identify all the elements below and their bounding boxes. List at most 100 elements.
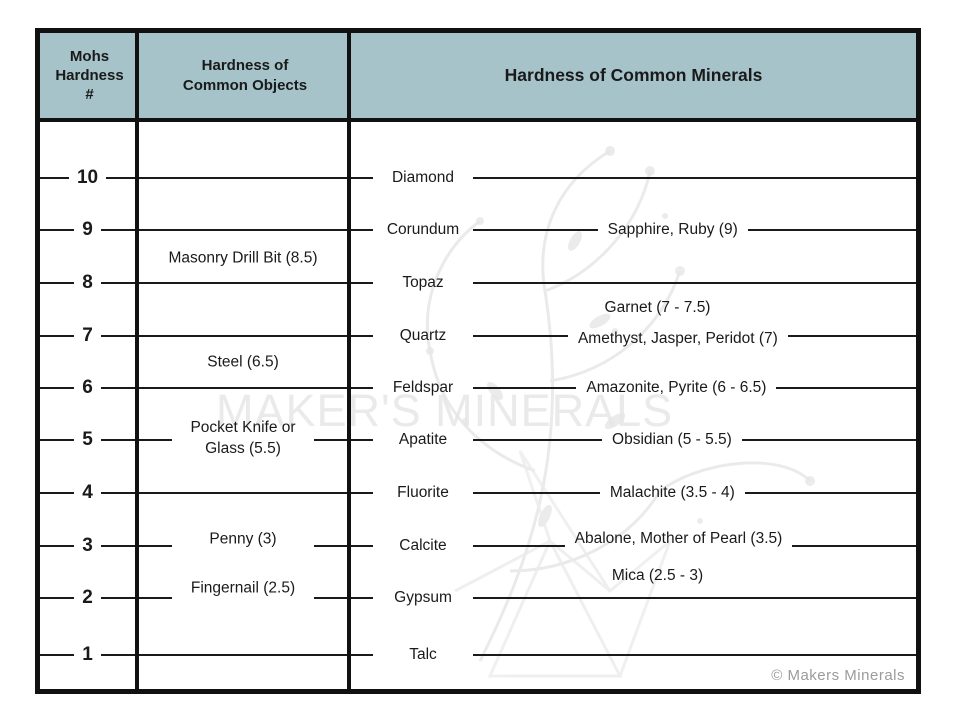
hardness-row-5: 5	[40, 428, 136, 452]
mineral-name: Topaz	[402, 274, 444, 291]
scale-line	[40, 545, 75, 547]
connector-line	[351, 439, 373, 441]
connector-line	[351, 597, 373, 599]
gem-examples: Amazonite, Pyrite (6 - 6.5)	[586, 379, 767, 396]
scale-line	[40, 597, 75, 599]
column-divider-1	[135, 33, 139, 689]
header-common-minerals: Hardness of Common Minerals	[504, 65, 763, 85]
connector-line	[351, 282, 373, 284]
scale-line	[100, 597, 136, 599]
mineral-row-apatite: Apatite Obsidian (5 - 5.5)	[351, 427, 916, 453]
object-label-masonry-drill-bit: Masonry Drill Bit (8.5)	[168, 249, 318, 267]
connector-line	[744, 492, 916, 494]
object-label-steel: Steel (6.5)	[207, 353, 279, 371]
mineral-row-corundum: Corundum Sapphire, Ruby (9)	[351, 217, 916, 243]
hardness-number: 5	[82, 429, 93, 450]
connector-line	[747, 229, 916, 231]
connector-line	[351, 387, 373, 389]
object-level-line-7	[139, 335, 347, 337]
gem-examples: Amethyst, Jasper, Peridot (7)	[577, 330, 778, 347]
scale-line	[100, 492, 136, 494]
hardness-row-1: 1	[40, 643, 136, 667]
connector-line	[473, 439, 603, 441]
connector-line	[473, 597, 916, 599]
scale-line	[40, 439, 75, 441]
mineral-name: Feldspar	[392, 379, 454, 396]
connector-line	[473, 282, 916, 284]
object-level-line-5-left	[139, 439, 172, 441]
mineral-name: Corundum	[386, 221, 460, 238]
scale-line	[100, 387, 136, 389]
mineral-row-topaz: Topaz	[351, 270, 916, 296]
object-level-line-9	[139, 229, 347, 231]
hardness-row-10: 10	[40, 166, 136, 190]
mineral-name: Diamond	[391, 169, 455, 186]
scale-line	[100, 439, 136, 441]
table-header: Mohs Hardness # Hardness of Common Objec…	[40, 33, 916, 122]
scale-line	[40, 335, 75, 337]
scale-line	[100, 282, 136, 284]
gem-examples: Sapphire, Ruby (9)	[607, 221, 738, 238]
mineral-name: Apatite	[398, 431, 448, 448]
scale-line	[40, 387, 75, 389]
connector-line	[776, 387, 916, 389]
connector-line	[351, 335, 373, 337]
hardness-number: 6	[82, 377, 93, 398]
mineral-name: Gypsum	[394, 589, 452, 606]
connector-line	[473, 492, 600, 494]
connector-line	[473, 545, 565, 547]
hardness-number: 8	[82, 272, 93, 293]
header-common-objects: Hardness of Common Objects	[182, 56, 308, 94]
mineral-name: Quartz	[399, 327, 447, 344]
gem-examples: Abalone, Mother of Pearl (3.5)	[574, 530, 783, 547]
object-level-line-3-left	[139, 545, 172, 547]
mineral-row-talc: Talc	[351, 642, 916, 668]
hardness-row-9: 9	[40, 218, 136, 242]
hardness-table: MAKER'S MINERALS	[35, 28, 921, 694]
object-level-line-3-right	[314, 545, 347, 547]
object-level-line-5-right	[314, 439, 347, 441]
hardness-number: 7	[82, 325, 93, 346]
object-level-line-2-left	[139, 597, 172, 599]
hardness-number: 3	[82, 535, 93, 556]
hardness-row-3: 3	[40, 534, 136, 558]
connector-line	[473, 335, 568, 337]
mineral-name: Talc	[409, 646, 437, 663]
hardness-row-8: 8	[40, 271, 136, 295]
connector-line	[792, 545, 916, 547]
connector-line	[351, 229, 373, 231]
connector-line	[473, 654, 916, 656]
scale-line	[100, 654, 136, 656]
copyright-text: © Makers Minerals	[771, 667, 905, 684]
hardness-row-6: 6	[40, 376, 136, 400]
hardness-number: 4	[82, 482, 93, 503]
object-level-line-2-right	[314, 597, 347, 599]
connector-line	[351, 654, 373, 656]
hardness-number: 2	[82, 587, 93, 608]
mineral-row-feldspar: Feldspar Amazonite, Pyrite (6 - 6.5)	[351, 375, 916, 401]
hardness-number: 9	[82, 219, 93, 240]
scale-line	[40, 492, 75, 494]
object-level-line-6	[139, 387, 347, 389]
scale-line	[100, 335, 136, 337]
mineral-row-diamond: Diamond	[351, 165, 916, 191]
column-divider-2	[347, 33, 351, 689]
object-level-line-4	[139, 492, 347, 494]
connector-line	[473, 177, 916, 179]
hardness-number: 10	[76, 167, 99, 188]
mineral-name: Fluorite	[397, 484, 449, 501]
object-level-line-1	[139, 654, 347, 656]
gem-examples: Obsidian (5 - 5.5)	[612, 431, 732, 448]
mineral-row-gypsum: Gypsum	[351, 585, 916, 611]
header-mohs-hardness: Mohs Hardness #	[55, 48, 124, 103]
connector-line	[741, 439, 916, 441]
scale-line	[100, 229, 136, 231]
mineral-row-calcite: Calcite Abalone, Mother of Pearl (3.5)	[351, 530, 916, 559]
connector-line	[351, 492, 373, 494]
scale-line	[40, 654, 75, 656]
hardness-row-7: 7	[40, 324, 136, 348]
object-label-pocket-knife-glass: Pocket Knife or Glass (5.5)	[190, 419, 296, 457]
object-label-fingernail: Fingernail (2.5)	[190, 579, 296, 597]
mineral-row-fluorite: Fluorite Malachite (3.5 - 4)	[351, 480, 916, 506]
